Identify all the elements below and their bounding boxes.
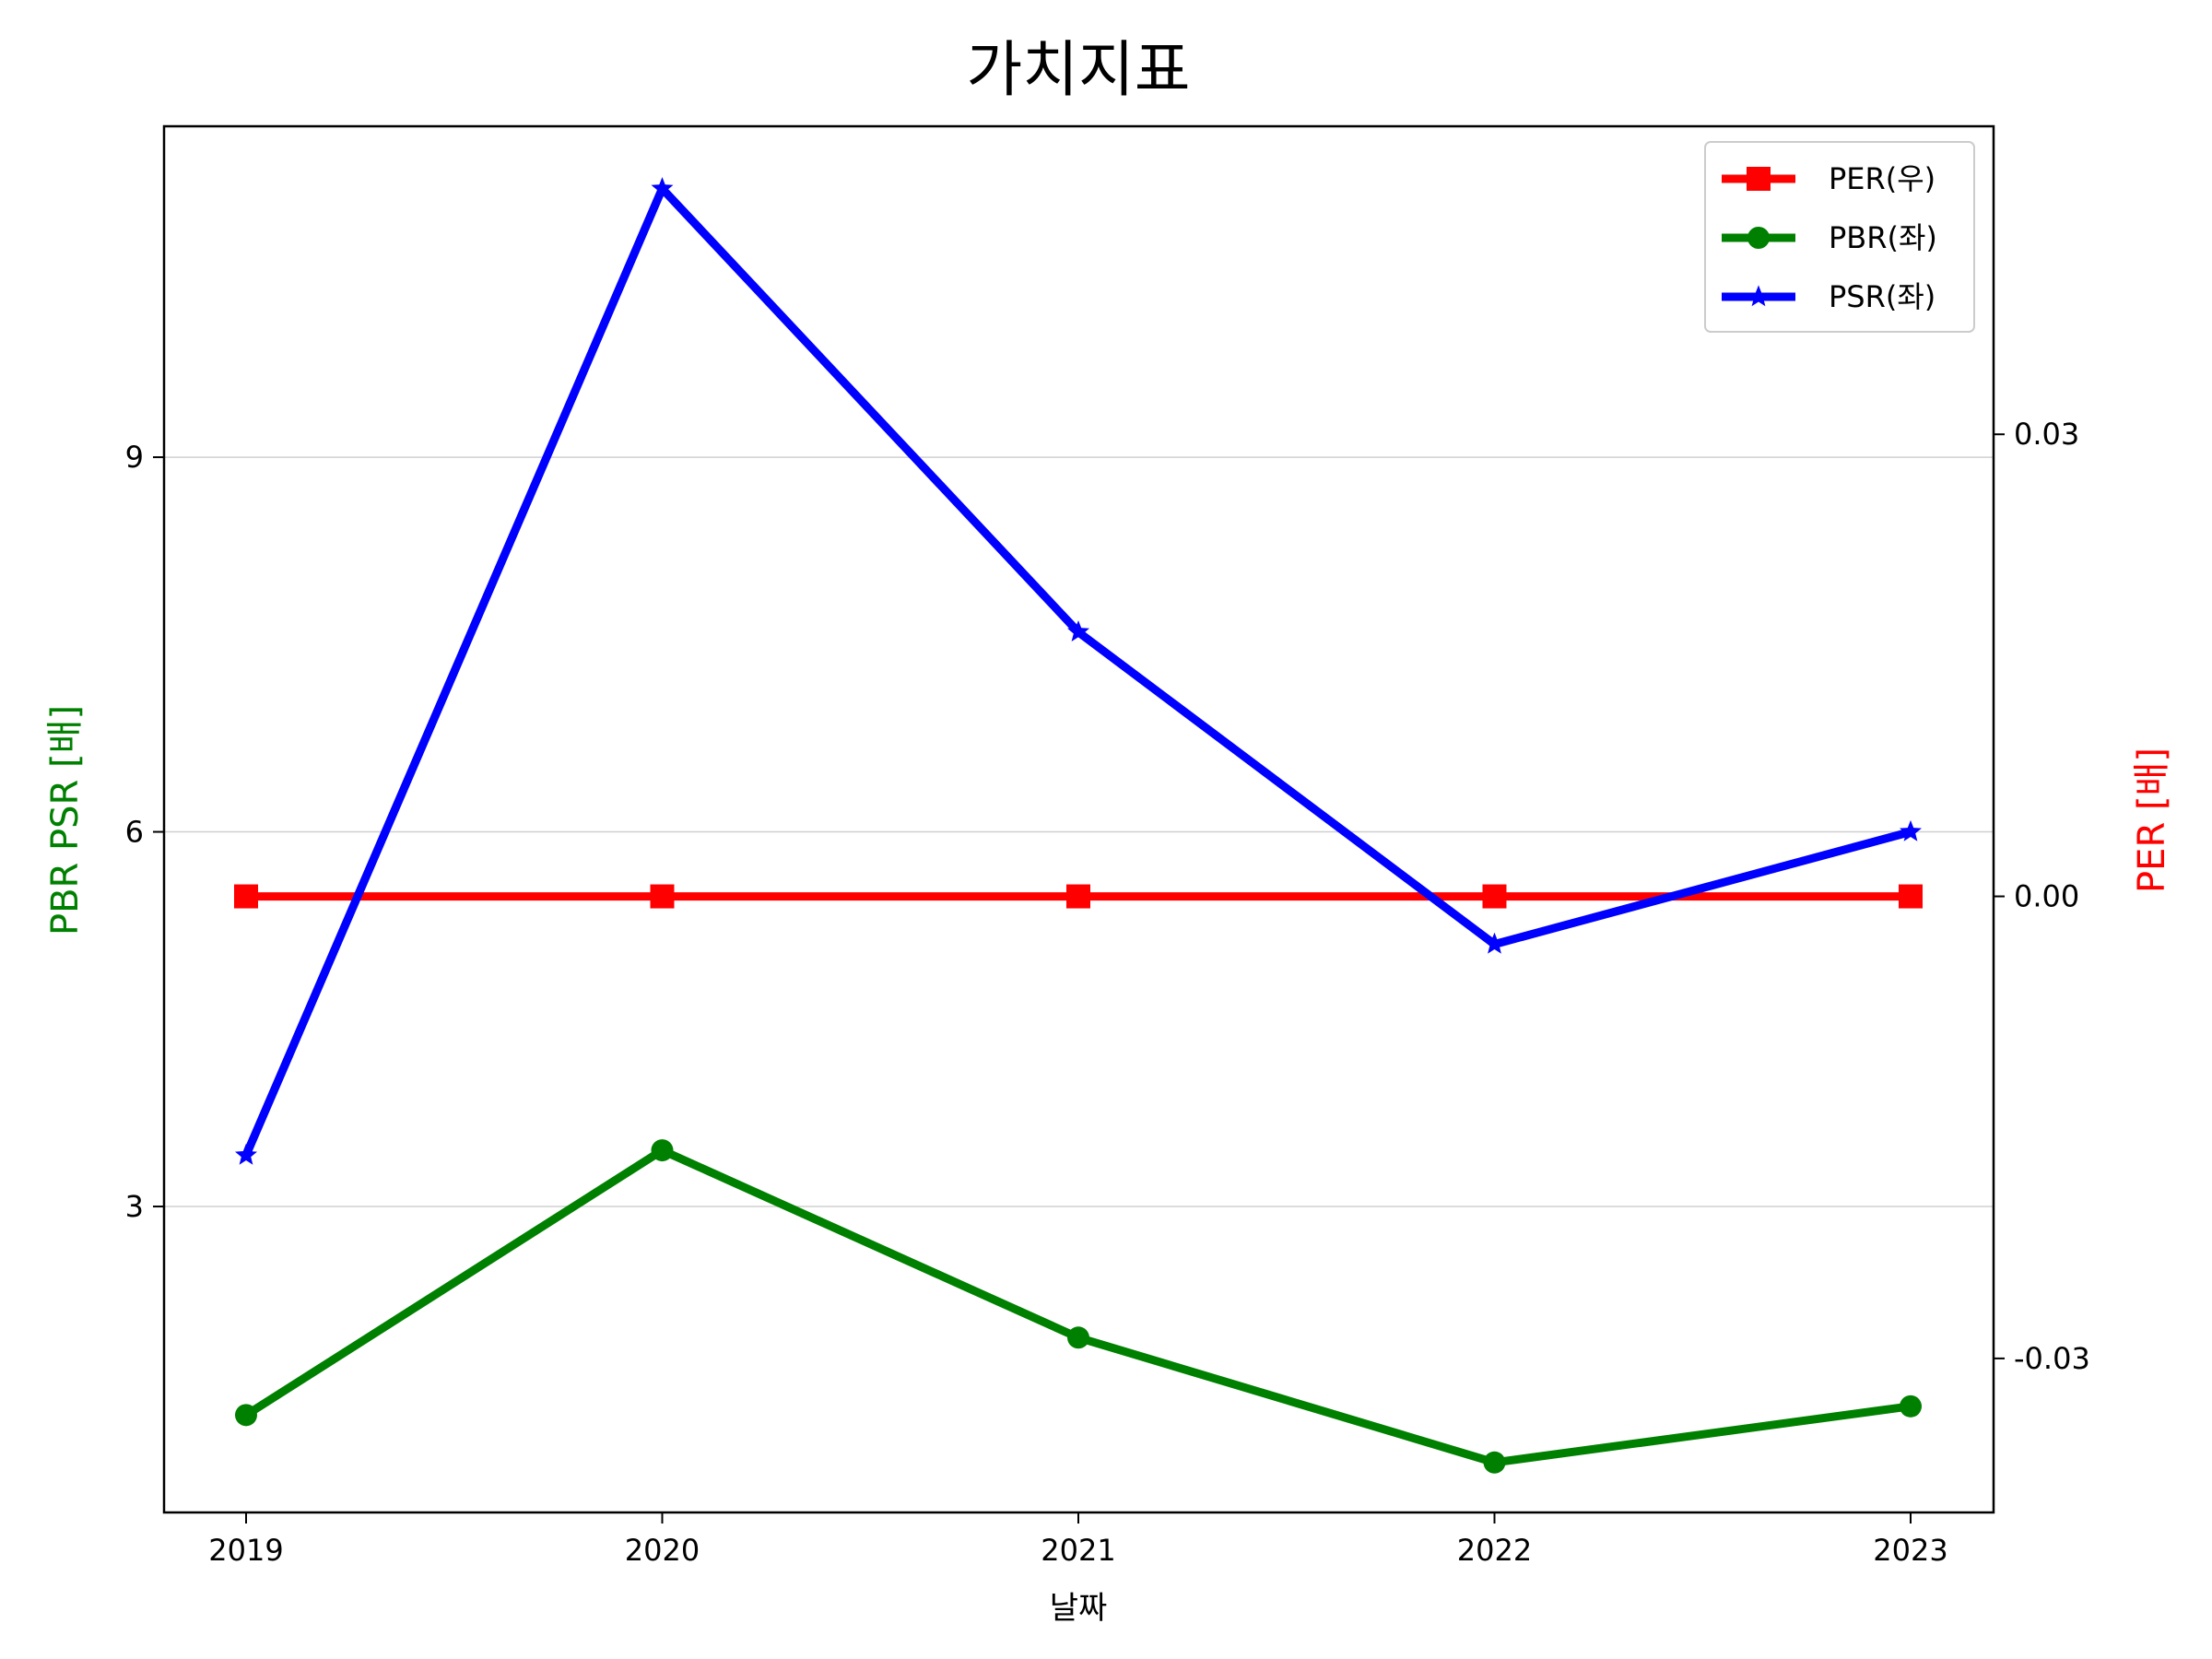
right-y-axis-label: PER [배] xyxy=(2131,747,2173,893)
legend-pbr-label: PBR(좌) xyxy=(1829,220,1937,255)
x-tick-label: 2020 xyxy=(625,1533,700,1568)
x-axis-label: 날짜 xyxy=(1050,1590,1108,1627)
pbr-point xyxy=(1900,1394,1922,1418)
x-tick-label: 2023 xyxy=(1873,1533,1947,1568)
psr-point xyxy=(1483,932,1506,954)
right-y-tick-label: 0.00 xyxy=(2014,879,2079,914)
x-tick-label: 2019 xyxy=(208,1533,283,1568)
left-y-tick-label: 3 xyxy=(125,1189,144,1224)
per-point xyxy=(1482,884,1507,909)
per-point xyxy=(1066,884,1090,909)
series-layer xyxy=(234,177,1923,1474)
right-y-axis: -0.03 0.00 0.03 xyxy=(1994,417,2090,1376)
pbr-series xyxy=(235,1139,1922,1474)
legend-psr-marker xyxy=(1747,285,1770,307)
legend-pbr-marker xyxy=(1747,227,1770,249)
pbr-point xyxy=(235,1404,257,1427)
pbr-point xyxy=(1067,1326,1089,1349)
legend-per-marker xyxy=(1747,167,1771,191)
legend-box xyxy=(1704,141,1975,333)
left-y-axis: 3 6 9 xyxy=(125,440,164,1224)
legend-psr-label: PSR(좌) xyxy=(1829,279,1936,314)
per-point xyxy=(234,884,258,909)
psr-point xyxy=(235,1143,257,1165)
grid-lines xyxy=(164,456,1994,1207)
right-y-tick-label: 0.03 xyxy=(2014,417,2079,452)
chart-title: 가치지표 xyxy=(967,34,1191,105)
right-y-tick-label: -0.03 xyxy=(2014,1341,2090,1376)
x-axis: 2019 2020 2021 2022 2023 xyxy=(208,1512,1948,1568)
x-tick-label: 2022 xyxy=(1457,1533,1532,1568)
left-y-tick-label: 6 xyxy=(125,815,144,850)
legend-per-label: PER(우) xyxy=(1829,161,1936,196)
left-y-tick-label: 9 xyxy=(125,440,144,475)
legend: PER(우) PBR(좌) PSR(좌) xyxy=(1704,141,1975,333)
psr-point xyxy=(651,177,674,198)
psr-point xyxy=(1067,620,1089,641)
per-series xyxy=(234,884,1923,909)
pbr-point xyxy=(651,1139,674,1162)
pbr-point xyxy=(1483,1451,1506,1474)
psr-series xyxy=(235,177,1922,1165)
per-point xyxy=(1899,884,1923,909)
left-y-axis-label: PBR PSR [배] xyxy=(44,705,87,935)
x-tick-label: 2021 xyxy=(1041,1533,1115,1568)
psr-point xyxy=(1900,819,1922,841)
per-point xyxy=(650,884,675,909)
